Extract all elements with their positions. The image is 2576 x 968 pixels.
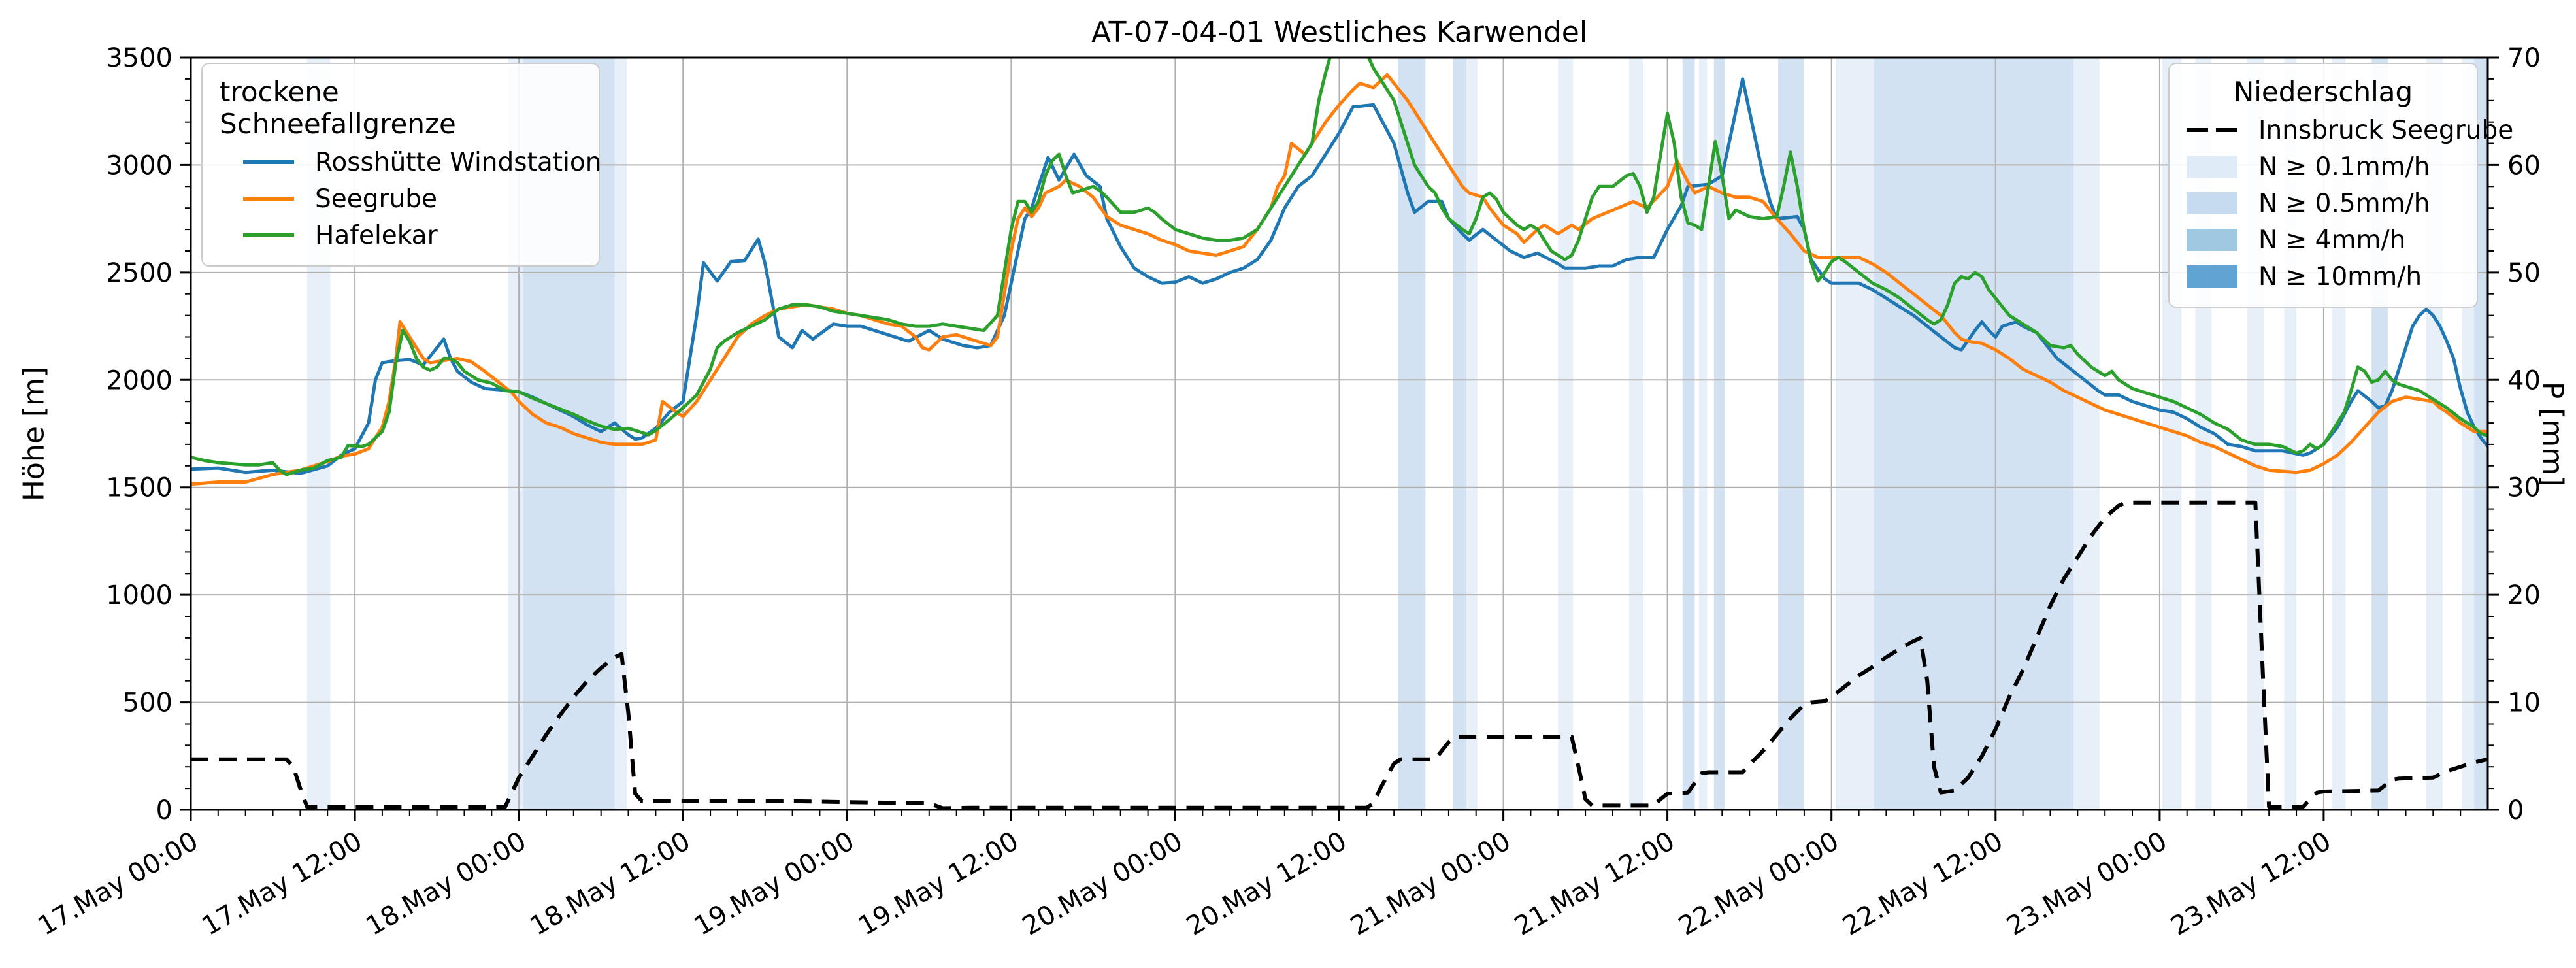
y-tick-label-right: 70	[2507, 43, 2541, 73]
series-line	[191, 500, 2488, 810]
band-swatch-4-icon	[2187, 229, 2237, 251]
precip-band	[1558, 58, 1574, 810]
y-tick-label-left: 500	[123, 688, 173, 718]
legend-item-band-4: N ≥ 4mm/h	[2187, 222, 2460, 258]
legend-item-label: N ≥ 10mm/h	[2258, 261, 2422, 292]
y-tick-label-left: 1000	[106, 580, 173, 610]
series-line	[191, 77, 2488, 475]
legend-item-label: N ≥ 0.5mm/h	[2258, 188, 2430, 218]
line-swatch-seegrube-icon	[243, 197, 294, 201]
legend-item-label: N ≥ 0.1mm/h	[2258, 152, 2430, 182]
chart-title: AT-07-04-01 Westliches Karwendel	[1091, 16, 1588, 49]
legend-snowline: trockene Schneefallgrenze Rosshütte Wind…	[201, 63, 601, 267]
x-tick-label: 17.May 12:00	[197, 826, 368, 942]
legend-precip-title: Niederschlag	[2233, 76, 2413, 108]
x-tick-label: 23.May 00:00	[2002, 826, 2172, 942]
x-tick-label: 21.May 12:00	[1510, 826, 1680, 942]
y-tick-label-right: 0	[2507, 795, 2524, 826]
line-swatch-hafelekar-icon	[243, 233, 294, 237]
x-tick-label: 19.May 12:00	[853, 826, 1024, 942]
legend-item-hafelekar: Hafelekar	[220, 217, 582, 254]
precip-band	[1778, 58, 1804, 810]
y-axis-label-left: Höhe [m]	[17, 366, 51, 502]
legend-item-band-10: N ≥ 10mm/h	[2187, 258, 2460, 295]
precip-band	[1836, 58, 1874, 810]
y-axis-label-right: P [mm]	[2535, 381, 2569, 487]
y-tick-label-left: 1500	[106, 473, 173, 503]
y-tick-label-left: 3500	[106, 43, 173, 73]
precip-band	[2073, 58, 2100, 810]
legend-item-rosshuette: Rosshütte Windstation	[220, 144, 601, 180]
plot-border	[190, 56, 2489, 811]
x-tick-label: 19.May 00:00	[689, 826, 860, 942]
y-tick-label-left: 2500	[106, 258, 173, 288]
line-swatch-rosshuette-icon	[243, 160, 294, 164]
legend-precip: Niederschlag Innsbruck Seegrube N ≥ 0.1m…	[2168, 63, 2513, 308]
legend-item-band-05: N ≥ 0.5mm/h	[2187, 185, 2460, 222]
y-tick-label-right: 30	[2507, 473, 2541, 503]
legend-item-label: Rosshütte Windstation	[315, 147, 602, 177]
legend-item-label: Innsbruck Seegrube	[2258, 115, 2514, 145]
legend-item-band-01: N ≥ 0.1mm/h	[2187, 148, 2460, 185]
precip-band	[1453, 58, 1467, 810]
precip-band	[1398, 58, 1426, 810]
x-tick-label: 21.May 00:00	[1346, 826, 1516, 942]
dashed-line-swatch-icon	[2187, 128, 2237, 132]
y-tick-label-left: 3000	[106, 150, 173, 180]
y-tick-label-right: 10	[2507, 688, 2541, 718]
legend-item-innsbruck-seegrube: Innsbruck Seegrube	[2187, 112, 2513, 148]
band-swatch-01-icon	[2187, 156, 2237, 178]
y-tick-label-right: 40	[2507, 365, 2541, 395]
y-tick-label-left: 0	[156, 795, 173, 826]
precip-band	[1466, 58, 1478, 810]
x-tick-label: 17.May 00:00	[33, 826, 203, 942]
precip-band	[1713, 58, 1725, 810]
precip-band	[1682, 58, 1695, 810]
x-tick-label: 22.May 12:00	[1838, 826, 2008, 942]
legend-item-label: Hafelekar	[315, 220, 438, 250]
precip-band	[1698, 58, 1708, 810]
legend-item-label: Seegrube	[315, 184, 438, 214]
band-swatch-05-icon	[2187, 192, 2237, 214]
series-line	[191, 58, 2488, 476]
precip-band	[1629, 58, 1643, 810]
x-tick-label: 20.May 00:00	[1017, 826, 1188, 942]
x-tick-label: 18.May 00:00	[361, 826, 532, 942]
y-tick-label-right: 50	[2507, 258, 2541, 288]
legend-item-label: N ≥ 4mm/h	[2258, 225, 2406, 255]
y-tick-label-right: 20	[2507, 580, 2541, 610]
x-tick-label: 18.May 12:00	[525, 826, 696, 942]
series-line	[191, 73, 2488, 486]
precip-band	[614, 58, 627, 810]
y-tick-label-right: 60	[2507, 150, 2541, 180]
x-tick-label: 23.May 12:00	[2166, 826, 2336, 942]
x-tick-label: 20.May 12:00	[1181, 826, 1352, 942]
precip-band	[1874, 58, 2074, 810]
band-swatch-10-icon	[2187, 265, 2237, 288]
y-tick-label-left: 2000	[106, 365, 173, 395]
legend-snowline-title: trockene Schneefallgrenze	[220, 76, 456, 140]
legend-item-seegrube: Seegrube	[220, 180, 582, 217]
x-tick-label: 22.May 00:00	[1674, 826, 1844, 942]
